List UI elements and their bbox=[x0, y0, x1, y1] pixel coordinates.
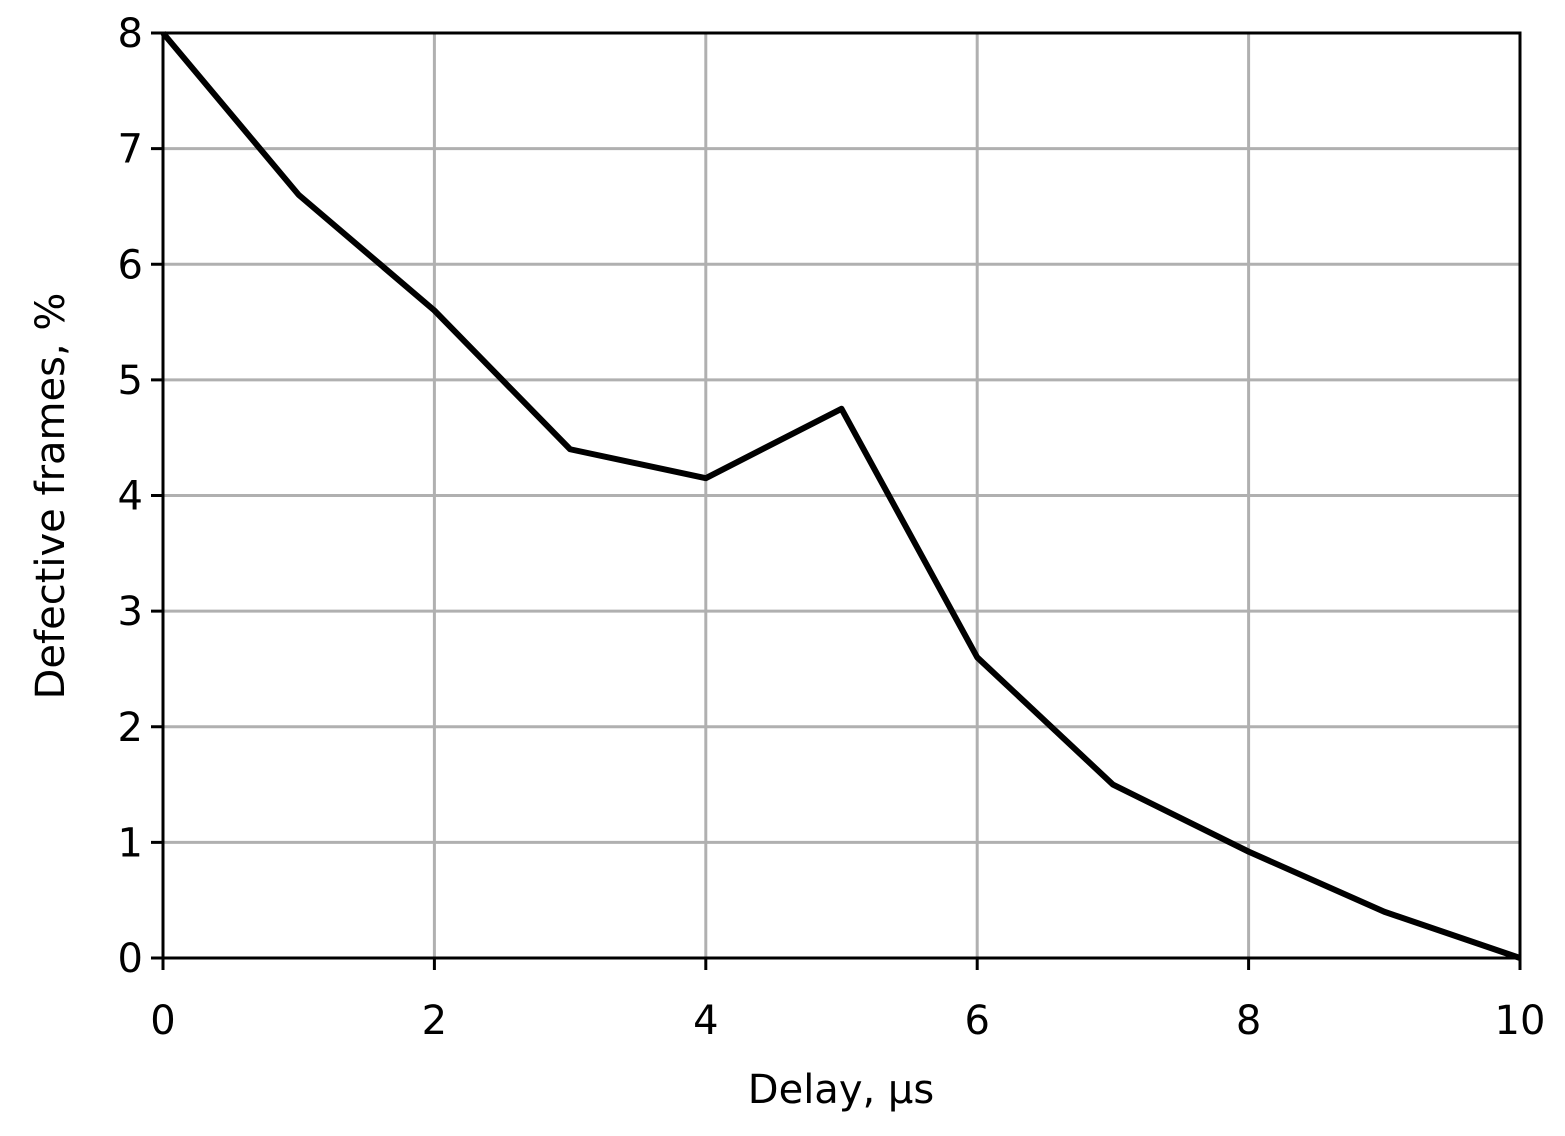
y-tick-label: 3 bbox=[118, 589, 143, 635]
x-tick-label: 2 bbox=[422, 998, 447, 1044]
y-tick-label: 4 bbox=[118, 474, 143, 520]
y-tick-label: 2 bbox=[118, 705, 143, 751]
y-tick-label: 5 bbox=[118, 358, 143, 404]
y-tick-label: 8 bbox=[118, 11, 143, 57]
x-tick-label: 10 bbox=[1495, 998, 1546, 1044]
y-tick-label: 7 bbox=[118, 127, 143, 173]
plot-frame bbox=[161, 31, 1522, 960]
y-tick-label: 1 bbox=[118, 820, 143, 866]
x-tick-label: 8 bbox=[1236, 998, 1261, 1044]
y-axis-label: Defective frames, % bbox=[28, 293, 74, 700]
y-tick-label: 6 bbox=[118, 242, 143, 288]
data-line bbox=[160, 31, 1521, 961]
x-axis-label: Delay, μs bbox=[748, 1067, 934, 1113]
y-tick-label: 0 bbox=[118, 936, 143, 982]
x-tick-label: 4 bbox=[693, 998, 718, 1044]
x-tick-label: 0 bbox=[150, 998, 175, 1044]
x-tick-label: 6 bbox=[964, 998, 989, 1044]
